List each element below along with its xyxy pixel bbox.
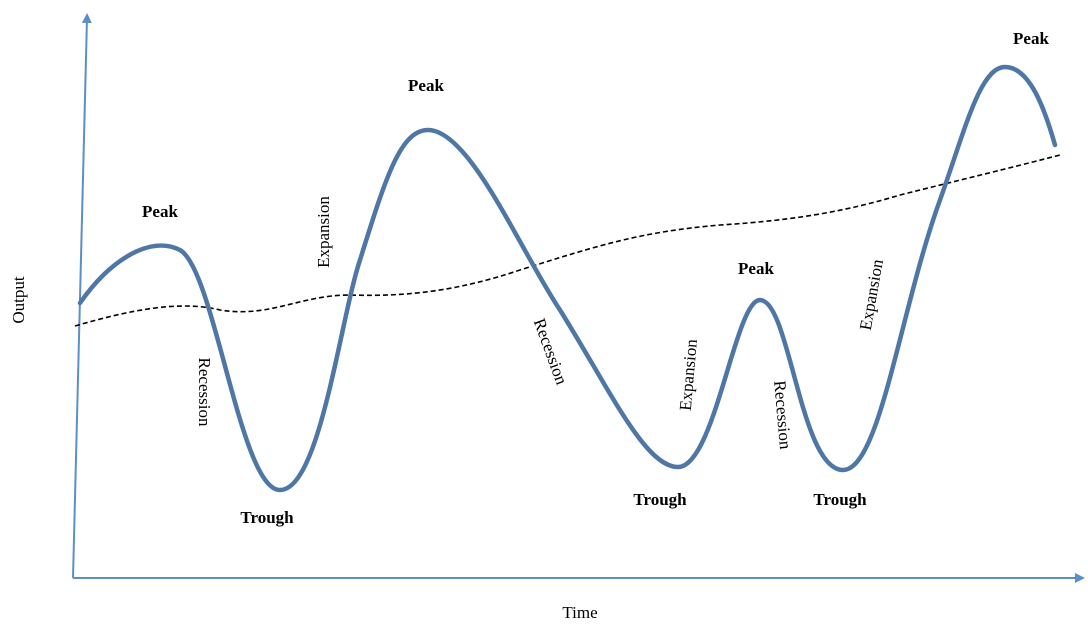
recession-label: Recession <box>530 316 572 388</box>
recession-label: Recession <box>770 380 795 451</box>
trough-label: Trough <box>813 490 867 509</box>
trough-label: Trough <box>633 490 687 509</box>
trend-line <box>74 154 1061 327</box>
expansion-label: Expansion <box>314 196 333 268</box>
expansion-label: Expansion <box>676 338 701 412</box>
recession-label: Recession <box>195 358 214 427</box>
y-axis-label: Output <box>9 276 28 324</box>
x-axis-label: Time <box>562 603 597 622</box>
cycle-curve <box>77 64 1058 493</box>
peak-label: Peak <box>142 202 178 221</box>
peak-label: Peak <box>408 76 444 95</box>
peak-label: Peak <box>738 259 774 278</box>
y-axis <box>72 13 92 579</box>
trough-label: Trough <box>240 508 294 527</box>
expansion-label: Expansion <box>856 257 887 331</box>
peak-label: Peak <box>1013 29 1049 48</box>
